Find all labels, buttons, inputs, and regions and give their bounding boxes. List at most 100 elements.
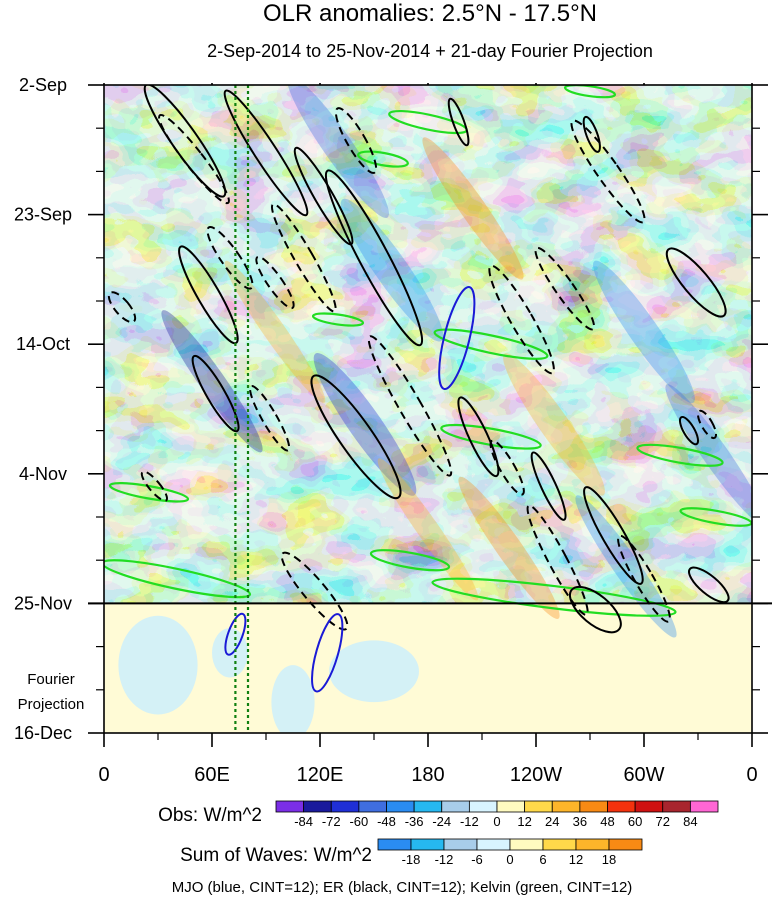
kelvin-contour — [369, 549, 451, 572]
y-tick-label: 16-Dec — [14, 723, 72, 743]
obs-legend-label: Obs: W/m^2 — [158, 805, 262, 826]
colorbar-level-label: 18 — [602, 852, 616, 867]
wave-caption: MJO (blue, CINT=12); ER (black, CINT=12)… — [172, 879, 633, 896]
colorbar-level-label: -24 — [432, 814, 451, 829]
er-contour-negative — [140, 470, 168, 502]
colorbar-level-label: -60 — [349, 814, 368, 829]
obs-legend-colorbar: -84 -72 -60 -48 -36 -24 -12 0 12 24 36 48 60 72 84 — [275, 800, 719, 829]
colorbar-swatch — [634, 800, 664, 813]
anomaly-streak — [665, 384, 752, 527]
er-contour-negative — [280, 551, 349, 631]
kelvin-contour — [357, 150, 409, 168]
y-tick-label: 2-Sep — [19, 75, 67, 95]
er-contours — [107, 85, 730, 634]
colorbar-level-label: -12 — [460, 814, 479, 829]
projection-anomaly-patch — [329, 640, 419, 703]
colorbar-level-label: 24 — [545, 814, 559, 829]
kelvin-contours — [104, 85, 752, 617]
colorbar-level-label: -18 — [402, 852, 421, 867]
er-contour-negative — [334, 107, 378, 174]
y-tick-label: 4-Nov — [19, 464, 67, 484]
kelvin-contour — [108, 482, 190, 503]
x-tick-label: 0 — [98, 764, 109, 786]
colorbar-level-label: 84 — [683, 814, 697, 829]
colorbar-level-label: 72 — [656, 814, 670, 829]
er-contour-positive — [223, 89, 309, 217]
colorbar-swatch — [542, 838, 577, 851]
chart-subtitle: 2-Sep-2014 to 25-Nov-2014 + 21-day Fouri… — [207, 41, 653, 61]
colorbar-level-label: 48 — [600, 814, 614, 829]
plot-area — [104, 85, 752, 733]
waves-legend-colorbar: -18 -12 -6 0 6 12 18 — [377, 838, 643, 867]
colorbar-swatch — [496, 800, 526, 813]
colorbar-swatch — [275, 800, 305, 813]
er-contour-negative — [270, 203, 337, 313]
colorbar-level-label: -12 — [435, 852, 454, 867]
er-contour-negative — [367, 335, 453, 477]
colorbar-level-label: 36 — [573, 814, 587, 829]
colorbar-swatch — [330, 800, 360, 813]
kelvin-contour — [311, 312, 365, 327]
field-overlay — [118, 85, 752, 733]
colorbar-level-label: 12 — [517, 814, 531, 829]
er-contour-positive — [582, 115, 601, 153]
x-axis-ticks: 0 60E 120E 180 120W 60W 0 — [98, 83, 758, 786]
anomaly-streak — [287, 85, 389, 218]
colorbar-swatch — [575, 838, 610, 851]
colorbar-swatch — [410, 838, 445, 851]
er-contour-negative — [534, 246, 596, 331]
kelvin-contour — [433, 328, 549, 360]
anomaly-streak — [340, 198, 444, 342]
colorbar-swatch — [579, 800, 608, 813]
projection-anomaly-field — [104, 603, 752, 733]
y-axis-ticks: 2-Sep 23-Sep 14-Oct 4-Nov 25-Nov 16-Dec — [14, 75, 768, 743]
colorbar-level-label: 12 — [569, 852, 583, 867]
er-contour-negative — [489, 439, 525, 496]
x-tick-label: 0 — [746, 764, 757, 786]
colorbar-swatch — [509, 838, 544, 851]
anomaly-streak — [377, 458, 479, 601]
colorbar-level-label: 0 — [493, 814, 500, 829]
y-tick-label: 23-Sep — [14, 205, 72, 225]
er-contour-negative — [107, 291, 137, 324]
colorbar-swatch — [377, 838, 412, 851]
er-contour-positive — [191, 354, 240, 433]
colorbar-swatch — [608, 838, 643, 851]
mjo-contour — [438, 286, 476, 391]
anomaly-streak — [593, 260, 695, 404]
er-contour-positive — [569, 585, 622, 634]
er-contour-positive — [678, 415, 700, 446]
reference-longitude-lines — [234, 85, 250, 733]
mjo-contour — [311, 613, 344, 693]
er-contour-negative — [696, 409, 718, 440]
er-contour-positive — [324, 169, 424, 347]
colorbar-swatch — [551, 800, 581, 813]
colorbar-swatch — [689, 800, 719, 813]
projection-label-line-1: Fourier — [27, 671, 75, 688]
er-contour-positive — [583, 486, 644, 585]
anomaly-streak — [313, 353, 417, 496]
colorbar-level-label: 0 — [506, 852, 513, 867]
er-contour-positive — [178, 245, 239, 345]
colorbar-swatch — [386, 800, 415, 813]
er-contour-positive — [457, 396, 500, 478]
colorbar-level-label: 6 — [539, 852, 546, 867]
projection-anomaly-patch — [212, 628, 248, 678]
y-tick-label: 14-Oct — [16, 334, 70, 354]
colorbar-level-label: -36 — [405, 814, 424, 829]
er-contour-negative — [570, 119, 646, 224]
mjo-contours — [224, 286, 476, 693]
x-tick-label: 60E — [194, 764, 230, 786]
kelvin-contour — [563, 85, 617, 99]
colorbar-swatch — [358, 800, 387, 813]
anomaly-streak — [503, 353, 605, 496]
er-contour-positive — [688, 566, 730, 604]
er-contour-positive — [530, 451, 567, 521]
colorbar-swatch — [413, 800, 443, 813]
er-contour-positive — [310, 374, 402, 500]
x-tick-label: 120W — [510, 764, 562, 786]
colorbar-swatch — [441, 800, 470, 813]
projection-anomaly-patch — [118, 615, 198, 715]
kelvin-contour — [104, 559, 252, 599]
